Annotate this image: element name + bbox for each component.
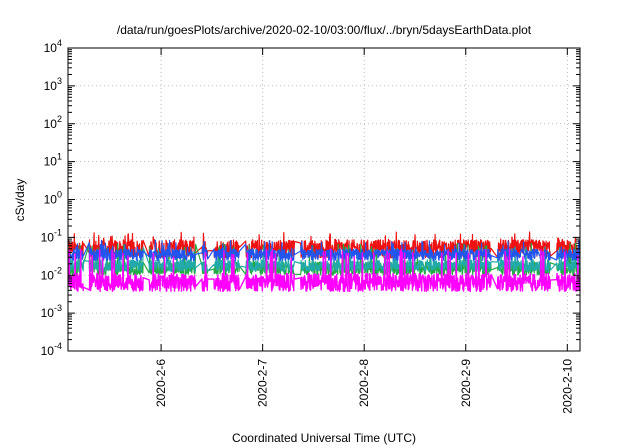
y-tick-label: 101 [44, 152, 62, 169]
x-tick-label: 2020-2-6 [154, 359, 168, 407]
x-tick-label: 2020-2-10 [560, 359, 574, 414]
y-tick-label: 10-3 [41, 303, 62, 320]
y-axis-label: cSv/day [13, 179, 27, 222]
y-tick-label: 103 [44, 76, 62, 93]
x-tick-label: 2020-2-7 [256, 359, 270, 407]
y-tick-label: 102 [44, 114, 62, 131]
y-tick-label: 104 [44, 38, 62, 55]
series-line [67, 239, 581, 261]
series-line [67, 246, 581, 272]
x-axis-label: Coordinated Universal Time (UTC) [232, 431, 416, 445]
y-tick-label: 100 [44, 190, 62, 207]
series-layer [67, 231, 581, 293]
y-tick-label: 10-1 [41, 227, 62, 244]
y-axis: 10-4 10-3 10-2 10-1 100 101 102 103 104 [41, 38, 580, 358]
x-tick-label: 2020-2-8 [357, 359, 371, 407]
x-axis: 2020-2-6 2020-2-7 2020-2-8 2020-2-9 2020-2-1… [154, 48, 574, 414]
x-tick-label: 2020-2-9 [459, 359, 473, 407]
y-tick-label: 10-2 [41, 265, 62, 282]
y-tick-label: 10-4 [41, 341, 62, 358]
chart-title: /data/run/goesPlots/archive/2020-02-10/0… [117, 23, 532, 37]
grid [68, 48, 580, 351]
series-line [67, 248, 581, 293]
